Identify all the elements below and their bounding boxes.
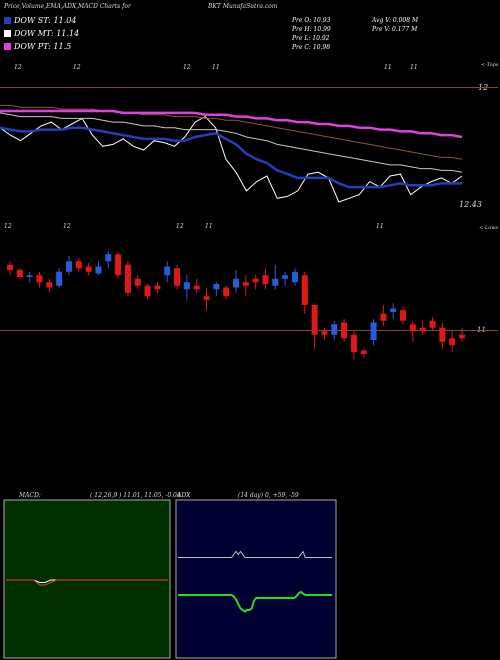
pre-low: Pre L: 10.92 xyxy=(292,35,330,42)
mid-tick-4: 11 xyxy=(205,223,213,230)
ema-bottom-level: 12.43 xyxy=(459,200,482,209)
mid-tick-2: 12 xyxy=(63,223,71,230)
candle-body-46 xyxy=(459,334,465,339)
top-tick-6: 11 xyxy=(410,64,418,71)
price-ema-series-0 xyxy=(0,115,463,203)
candle-body-24 xyxy=(242,282,249,286)
legend-dow-st: DOW ST: 11.04 xyxy=(4,16,76,25)
pre-close: Pre C: 10.98 xyxy=(292,44,331,51)
swatch-dow-pt xyxy=(4,43,11,50)
candle-body-22 xyxy=(223,287,230,297)
candle-body-13 xyxy=(134,278,141,286)
candle-body-21 xyxy=(213,284,220,290)
candle-body-43 xyxy=(429,320,436,328)
ticker: BKT xyxy=(208,3,221,10)
legend-dow-mt: DOW MT: 11.14 xyxy=(4,29,79,38)
avg-volume: Avg V: 0.008 M xyxy=(372,17,419,24)
adx-params: (14 day) 0, +59, -59 xyxy=(238,492,299,499)
top-tick-3: 12 xyxy=(183,64,191,71)
adx-series-1 xyxy=(178,590,332,613)
tops-label: <-Tops xyxy=(481,62,499,68)
candle-body-37 xyxy=(370,322,377,340)
price-ema-series-4 xyxy=(0,109,463,139)
candle-body-19 xyxy=(193,285,200,290)
candle-body-39 xyxy=(390,308,397,312)
candle-body-29 xyxy=(291,271,298,283)
candle-body-10 xyxy=(105,254,112,262)
candle-body-42 xyxy=(419,327,426,332)
pre-open: Pre O: 10.93 xyxy=(292,17,331,24)
candle-body-12 xyxy=(124,264,131,293)
candle-body-40 xyxy=(400,310,407,321)
ema-lines xyxy=(0,104,463,203)
candle-body-0 xyxy=(7,264,13,270)
lows-label: <-Lows xyxy=(479,225,499,231)
candle-body-8 xyxy=(85,266,92,272)
candle-body-34 xyxy=(341,322,348,339)
chart-title: Price,Volume,EMA,ADX,MACD Charts for xyxy=(4,3,131,10)
candle-body-41 xyxy=(409,324,416,332)
candle-body-17 xyxy=(174,268,181,286)
candle-body-18 xyxy=(183,282,190,290)
candle-body-25 xyxy=(252,278,259,283)
price-ema-series-1 xyxy=(0,126,462,189)
candle-body-32 xyxy=(321,331,328,335)
pre-volume: Pre V: 0.177 M xyxy=(372,26,418,33)
candle-body-28 xyxy=(282,275,289,279)
candle-body-11 xyxy=(115,254,122,276)
macd-series-1 xyxy=(6,579,168,586)
price-ema-series-3 xyxy=(0,104,463,160)
candle-body-30 xyxy=(301,275,308,305)
candle-level-line xyxy=(0,330,498,331)
top-tick-1: 12 xyxy=(14,64,22,71)
macd-lines xyxy=(6,579,168,586)
adx-lines xyxy=(178,550,332,613)
pre-high: Pre H: 10.99 xyxy=(292,26,331,33)
adx-label: ADX xyxy=(177,492,191,499)
candle-body-9 xyxy=(95,266,102,274)
candle-body-38 xyxy=(380,313,387,321)
mid-tick-3: 12 xyxy=(176,223,184,230)
candles xyxy=(7,250,465,360)
site-name: MunafaSutra.com xyxy=(222,3,278,10)
candle-body-3 xyxy=(36,275,43,283)
top-tick-2: 12 xyxy=(73,64,81,71)
macd-label: MACD: xyxy=(19,492,41,499)
candle-body-6 xyxy=(65,261,72,272)
candle-body-15 xyxy=(154,285,161,290)
candle-body-27 xyxy=(272,278,279,286)
adx-series-0 xyxy=(178,550,332,558)
candle-body-23 xyxy=(233,278,239,288)
macd-params: ( 12,26,9 ) 11.01, 11.05, -0.04 xyxy=(90,492,181,499)
candle-body-16 xyxy=(164,266,171,276)
top-tick-5: 11 xyxy=(384,64,392,71)
candle-body-4 xyxy=(46,282,53,288)
macd-panel xyxy=(3,499,171,659)
candle-body-44 xyxy=(439,327,446,342)
candle-body-45 xyxy=(449,338,456,346)
candle-body-36 xyxy=(360,350,367,354)
chart-site: BKT MunafaSutra.com xyxy=(208,3,277,10)
candle-body-35 xyxy=(350,334,357,353)
mid-tick-5: 11 xyxy=(376,223,384,230)
swatch-dow-st xyxy=(4,17,11,24)
mid-tick-1: 12 xyxy=(4,223,12,230)
candle-body-14 xyxy=(144,285,151,297)
candle-body-2 xyxy=(26,275,33,277)
swatch-dow-mt xyxy=(4,30,11,37)
candle-body-20 xyxy=(203,296,210,300)
tops-line xyxy=(0,87,498,88)
candle-body-1 xyxy=(16,270,23,277)
legend-dow-pt: DOW PT: 11.5 xyxy=(4,42,71,51)
top-tick-4: 11 xyxy=(212,64,220,71)
candle-body-7 xyxy=(75,261,82,269)
candle-body-31 xyxy=(311,305,318,335)
candle-body-26 xyxy=(262,275,269,284)
candle-body-33 xyxy=(331,324,338,335)
price-ema-series-2 xyxy=(0,112,463,173)
candle-body-5 xyxy=(56,271,63,286)
adx-panel xyxy=(175,499,337,659)
